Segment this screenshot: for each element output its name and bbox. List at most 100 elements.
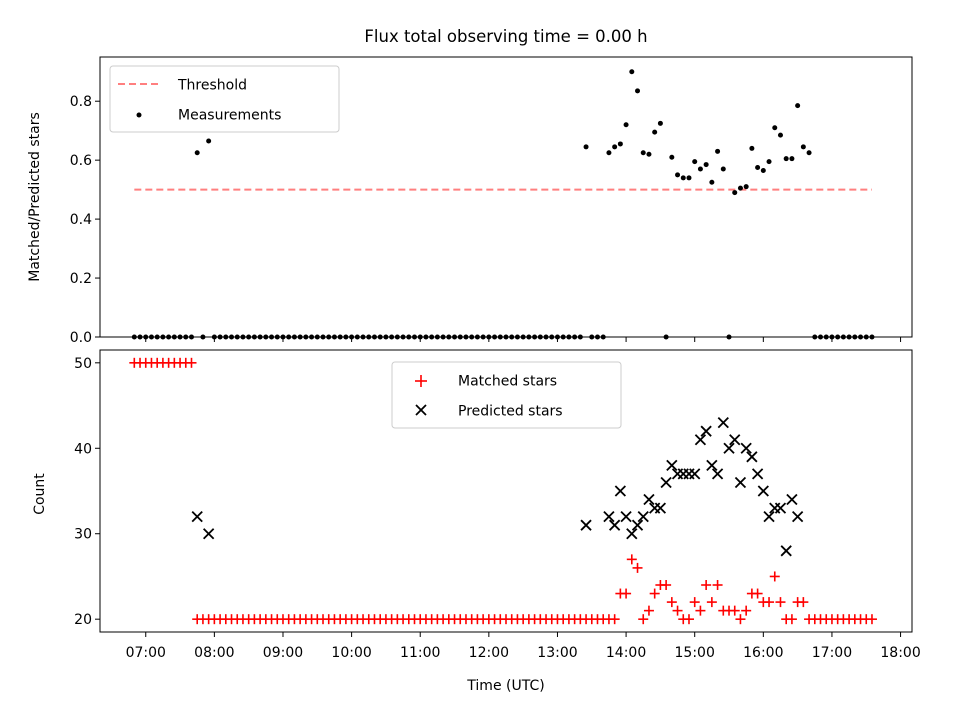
predicted-star-point [717,416,729,429]
measurement-point [623,122,629,128]
top-ytick-label: 0.2 [70,271,92,287]
bottom-legend: Matched stars Predicted stars [391,361,622,429]
predicted-star-point [666,459,678,472]
matched-star-point [712,580,723,590]
matched-star-point [666,597,677,608]
predicted-star-point [774,502,787,514]
predicted-star-point [603,510,615,523]
legend-measurements-swatch [136,112,142,118]
predicted-star-point [706,459,718,472]
measurement-point [194,150,200,156]
bottom-xtick-label: 13:00 [537,645,577,661]
bottom-xtick-label: 15:00 [675,645,715,661]
measurement-point [777,132,783,138]
measurement-point [732,190,738,196]
bottom-ytick-label: 20 [74,612,92,628]
bottom-xtick-label: 14:00 [606,645,646,661]
measurement-point [783,156,789,162]
predicted-star-point [660,476,672,489]
predicted-star-point [723,442,735,454]
matched-star-point [643,605,654,616]
measurement-point [680,175,686,181]
measurement-point [640,150,646,156]
matched-star-point [626,554,637,565]
matched-star-point [689,597,700,608]
bottom-xtick-label: 18:00 [880,645,920,661]
predicted-star-point [740,442,752,454]
top-ylabel: Matched/Predicted stars [27,112,43,282]
bottom-xtick-label: 16:00 [743,645,783,661]
top-ytick-label: 0.6 [70,153,92,169]
legend-predicted-swatch [415,404,427,416]
measurement-point [743,184,749,190]
matched-star-point [775,597,786,608]
legend-predicted-label: Predicted stars [458,404,563,420]
measurement-point [692,159,698,165]
matched-star-point [632,562,643,573]
matched-star-point [735,614,746,625]
bottom-xtick-label: 08:00 [194,645,234,661]
matched-star-point [695,605,706,616]
predicted-star-point [614,485,627,497]
bottom-xtick-label: 12:00 [469,645,509,661]
predicted-star-point [191,510,203,523]
matched-star-point [786,614,797,625]
matched-star-point [866,614,877,625]
predicted-star-point [654,502,667,514]
measurement-point [629,69,635,75]
predicted-star-point [689,468,701,480]
predicted-star-point [757,485,769,497]
top-panel: Flux total observing time = 0.00 h 0.0 0.… [27,27,913,346]
measurement-point [206,138,212,144]
matched-star-point [621,588,632,599]
bottom-ylabel: Count [32,473,48,515]
bottom-panel: 07:00 08:00 09:00 10:00 11:00 12:00 13:00 14:00… [32,349,921,694]
predicted-star-point [694,434,707,446]
bottom-xtick-label: 10:00 [331,645,371,661]
predicted-star-point [580,519,592,531]
matched-star-point [729,605,740,616]
matched-star-point [609,614,620,625]
measurement-point [800,144,806,150]
measurement-point [755,165,761,171]
top-ytick-label: 0.0 [70,330,92,346]
measurement-point [760,167,766,173]
matched-star-point [649,588,660,599]
matched-star-point [764,597,775,608]
bottom-ytick-label: 50 [74,356,92,372]
matched-star-point [752,588,763,599]
predicted-star-point [637,510,649,523]
top-axes-frame [99,56,913,338]
predicted-star-point [751,468,764,480]
predicted-star-point [700,425,712,437]
measurement-point [697,166,703,172]
predicted-star-point [791,510,804,523]
top-ytick-label: 0.8 [70,94,92,110]
measurement-point [749,145,755,151]
measurement-point [795,103,801,109]
predicted-star-point [780,545,792,557]
top-legend: Threshold Measurements [109,65,340,133]
bottom-xtick-label: 09:00 [263,645,303,661]
predicted-star-point [631,519,644,531]
measurement-point [703,162,709,168]
measurement-point [715,148,721,154]
legend-measurements-label: Measurements [178,108,281,124]
bottom-axes-frame [99,349,913,633]
measurement-point [652,129,658,135]
predicted-star-point [729,434,741,446]
predicted-star-point [620,510,632,523]
measurement-point [709,179,715,185]
measurement-point [675,172,681,178]
predicted-star-point [763,510,775,523]
matched-star-point [661,580,672,590]
predicted-star-point [643,493,655,506]
bottom-ytick-label: 30 [74,527,92,543]
bottom-ytick-label: 40 [74,441,92,457]
measurement-point [772,125,778,131]
measurement-point [720,166,726,172]
bottom-xtick-label: 11:00 [400,645,440,661]
matched-star-point [706,597,717,608]
matched-star-point [672,605,683,616]
